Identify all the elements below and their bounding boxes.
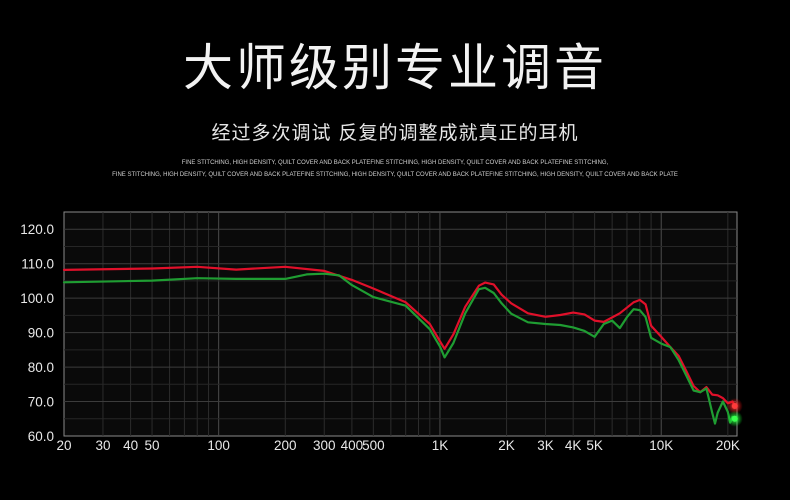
y-tick-label: 80.0 (28, 360, 54, 375)
y-tick-label: 60.0 (28, 429, 54, 444)
y-tick-label: 100.0 (20, 291, 54, 306)
x-tick-label: 500 (362, 438, 385, 453)
frequency-response-chart: 60.0 70.0 80.0 90.0 100.0 110.0 120.0 20 30 40 50… (20, 211, 743, 453)
y-tick-label: 90.0 (28, 326, 54, 341)
y-tick-label: 110.0 (21, 257, 54, 272)
x-tick-label: 5K (586, 438, 603, 453)
x-tick-label: 100 (207, 438, 230, 453)
x-tick-label: 3K (537, 438, 554, 453)
x-tick-label: 40 (123, 438, 138, 453)
fine-print-line-2: FINE STITCHING, HIGH DENSITY, QUILT COVE… (112, 172, 678, 178)
x-tick-label: 400 (341, 438, 364, 453)
y-tick-label: 120.0 (20, 222, 54, 237)
x-tick-label: 30 (95, 438, 110, 453)
x-tick-label: 10K (649, 438, 673, 453)
series-end-marker-1 (731, 403, 738, 410)
x-tick-label: 2K (498, 438, 515, 453)
x-tick-label: 1K (432, 438, 449, 453)
x-tick-label: 200 (274, 438, 297, 453)
series-layer (62, 265, 743, 427)
x-tick-label: 20 (56, 438, 71, 453)
x-tick-label: 300 (313, 438, 336, 453)
x-tick-label: 20K (716, 438, 740, 453)
series-end-marker-2 (731, 415, 738, 422)
plot-frame (63, 211, 738, 437)
series-line-2 (62, 272, 736, 425)
y-axis: 60.0 70.0 80.0 90.0 100.0 110.0 120.0 (20, 222, 54, 444)
page-title: 大师级别专业调音 (183, 39, 607, 97)
x-tick-label: 4K (565, 438, 582, 453)
x-tick-label: 50 (145, 438, 160, 453)
fine-print-line-1: FINE STITCHING, HIGH DENSITY, QUILT COVE… (181, 160, 609, 166)
y-tick-label: 70.0 (28, 395, 54, 410)
grid (64, 212, 737, 436)
page-subtitle: 经过多次调试 反复的调整成就真正的耳机 (211, 122, 579, 144)
